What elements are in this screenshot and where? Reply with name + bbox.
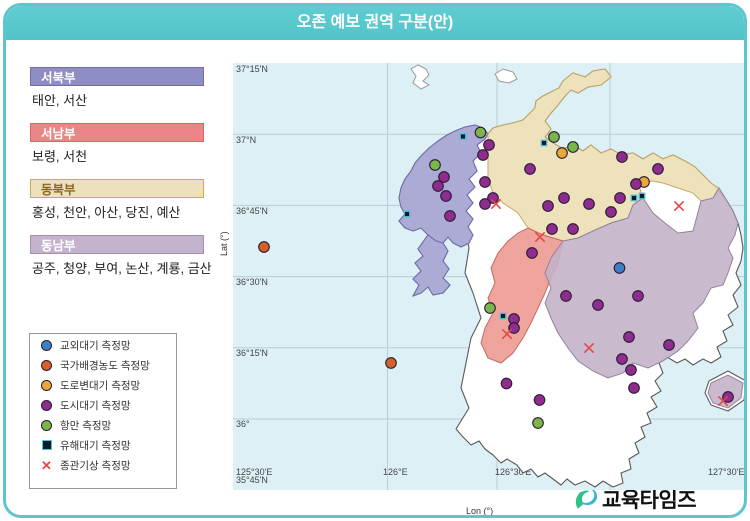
svg-text:36°15'N: 36°15'N — [236, 348, 268, 358]
svg-text:36°: 36° — [236, 419, 250, 429]
svg-text:37°15'N: 37°15'N — [236, 64, 268, 74]
svg-text:36°45'N: 36°45'N — [236, 206, 268, 216]
svg-text:127°30'E: 127°30'E — [708, 467, 744, 477]
svg-text:36°30'N: 36°30'N — [236, 277, 268, 287]
svg-text:126°E: 126°E — [383, 467, 408, 477]
svg-text:37°N: 37°N — [236, 135, 256, 145]
svg-text:125°30'E: 125°30'E — [236, 467, 272, 477]
